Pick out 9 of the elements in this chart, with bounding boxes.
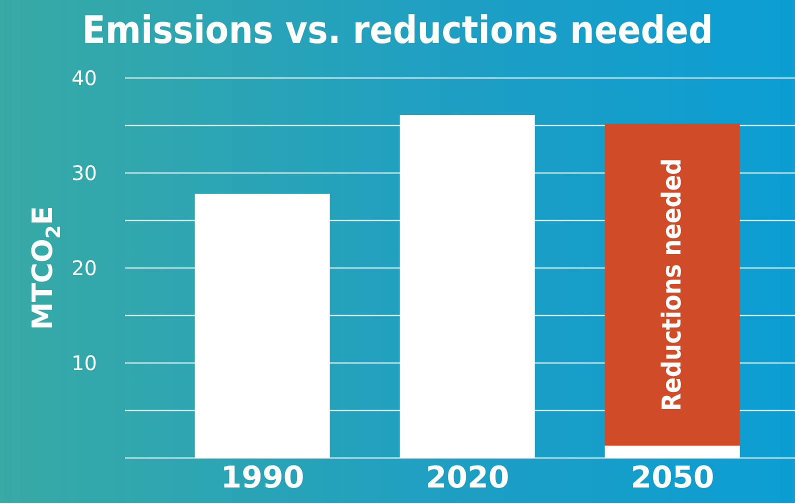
- x-tick-label: 2020: [426, 460, 510, 496]
- x-tick-label: 2050: [630, 460, 714, 496]
- x-tick-label: 1990: [220, 460, 304, 496]
- y-tick-label: 10: [72, 351, 97, 376]
- chart-title: Emissions vs. reductions needed: [81, 8, 714, 52]
- series-label: Reductions needed: [657, 158, 688, 412]
- y-tick-label: 30: [72, 161, 97, 186]
- y-tick-label: 40: [72, 66, 97, 90]
- y-tick-label: 20: [72, 256, 97, 280]
